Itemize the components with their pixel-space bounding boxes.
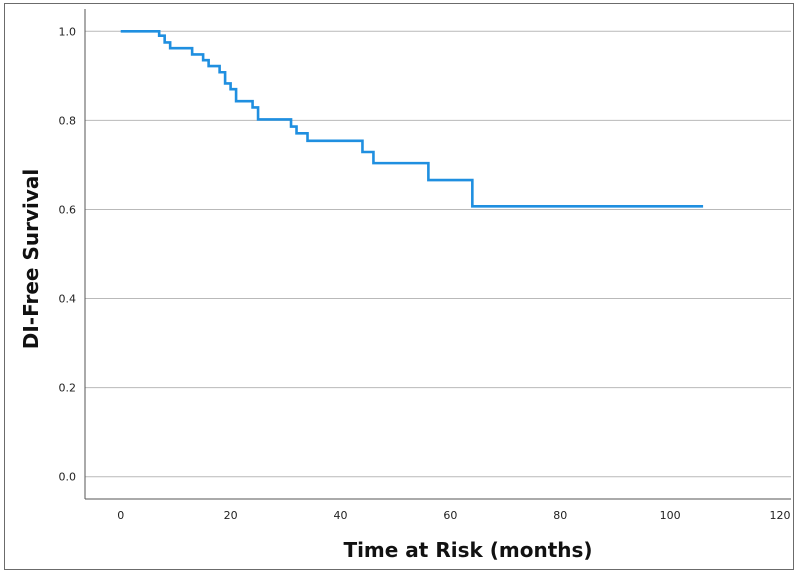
x-axis-ticks: 0 20 40 60 80 100 120 bbox=[117, 509, 790, 522]
chart-frame: 0 20 40 60 80 100 120 0.0 0.2 0.4 0.6 0.8 1.0 Time … bbox=[4, 3, 794, 570]
y-tick-label: 0.6 bbox=[59, 203, 77, 216]
x-tick-label: 20 bbox=[224, 509, 238, 522]
y-tick-label: 0.0 bbox=[59, 471, 77, 484]
survival-curve bbox=[120, 29, 704, 208]
grid-lines bbox=[85, 30, 791, 478]
x-tick-label: 120 bbox=[770, 509, 791, 522]
x-tick-label: 100 bbox=[660, 509, 681, 522]
y-axis-title: DI-Free Survival bbox=[19, 169, 43, 349]
y-tick-label: 0.2 bbox=[59, 382, 77, 395]
x-axis-title: Time at Risk (months) bbox=[343, 538, 592, 562]
y-tick-label: 0.4 bbox=[59, 293, 77, 306]
x-tick-label: 40 bbox=[333, 509, 347, 522]
x-tick-label: 0 bbox=[117, 509, 124, 522]
x-tick-label: 80 bbox=[553, 509, 567, 522]
y-tick-label: 0.8 bbox=[59, 114, 77, 127]
y-axis-ticks: 0.0 0.2 0.4 0.6 0.8 1.0 bbox=[59, 25, 77, 483]
y-tick-label: 1.0 bbox=[59, 25, 77, 38]
x-tick-label: 60 bbox=[443, 509, 457, 522]
survival-chart: 0 20 40 60 80 100 120 0.0 0.2 0.4 0.6 0.8 1.0 Time … bbox=[19, 9, 791, 562]
